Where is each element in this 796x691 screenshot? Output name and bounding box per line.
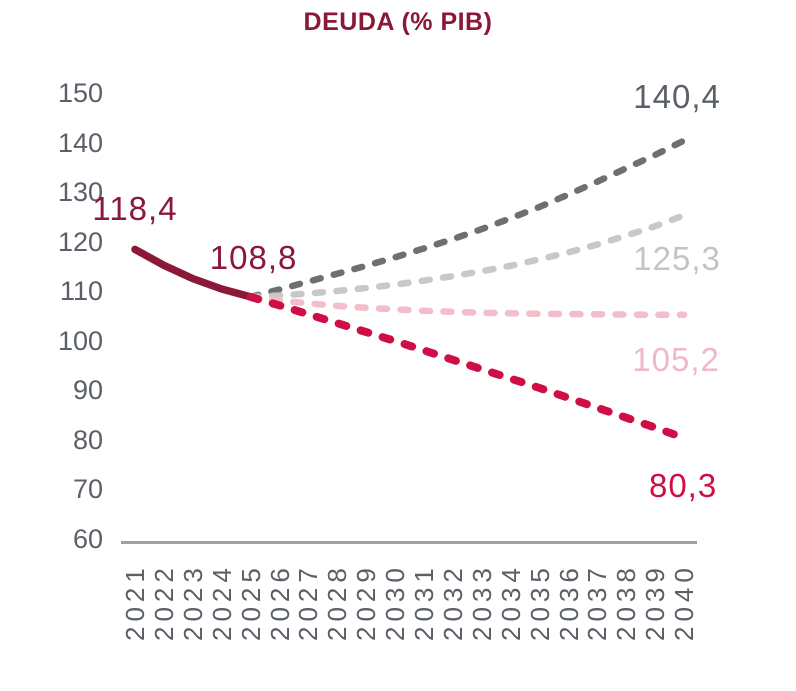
- series-projection-dashed-pink: [247, 293, 688, 319]
- x-tick-label-2034: 2034: [495, 563, 526, 641]
- chart-title: DEUDA (% PIB): [303, 8, 493, 36]
- series-projection-dashed-crimson: [246, 292, 689, 442]
- y-tick-label-110: 110: [59, 276, 103, 306]
- value-label-118-4: 118,4: [92, 190, 178, 228]
- y-tick-label-70: 70: [72, 474, 103, 504]
- y-tick-label-90: 90: [72, 375, 103, 405]
- x-tick-label-2036: 2036: [553, 563, 584, 641]
- series-projection-dashed-light-gray: [247, 212, 688, 301]
- y-tick-label-80: 80: [72, 424, 103, 455]
- x-tick-label-2023: 2023: [177, 563, 208, 641]
- x-tick-label-2037: 2037: [582, 563, 613, 641]
- x-tick-label-2035: 2035: [524, 563, 555, 641]
- x-tick-label-2032: 2032: [437, 563, 468, 641]
- value-label-80-3: 80,3: [648, 467, 718, 504]
- x-tick-label-2031: 2031: [409, 563, 439, 641]
- x-tick-label-2021: 2021: [120, 563, 150, 641]
- x-tick-label-2039: 2039: [640, 563, 671, 641]
- value-label-140-4: 140,4: [633, 77, 721, 115]
- y-tick-label-130: 130: [57, 177, 103, 207]
- x-tick-label-2038: 2038: [611, 563, 642, 641]
- y-tick-label-100: 100: [57, 325, 103, 356]
- series-historical-solid-maroon: [131, 245, 255, 301]
- x-tick-label-2022: 2022: [148, 563, 179, 641]
- x-tick-label-2024: 2024: [206, 563, 237, 641]
- x-tick-label-2027: 2027: [293, 563, 324, 641]
- x-tick-label-2033: 2033: [466, 563, 497, 641]
- value-label-125-3: 125,3: [633, 240, 721, 278]
- y-tick-label-150: 150: [57, 78, 103, 108]
- x-tick-label-2025: 2025: [235, 563, 266, 641]
- x-tick-label-2029: 2029: [351, 563, 382, 641]
- series-projection-dashed-dark-gray: [247, 137, 688, 301]
- x-tick-label-2030: 2030: [380, 563, 411, 641]
- x-tick-label-2026: 2026: [264, 563, 295, 641]
- y-tick-label-140: 140: [57, 127, 103, 158]
- value-label-105-2: 105,2: [632, 340, 720, 378]
- x-tick-label-2040: 2040: [669, 563, 700, 641]
- value-label-108-8: 108,8: [209, 238, 298, 276]
- y-tick-label-60: 60: [72, 523, 103, 554]
- y-tick-label-120: 120: [57, 226, 103, 257]
- x-tick-label-2028: 2028: [322, 563, 353, 641]
